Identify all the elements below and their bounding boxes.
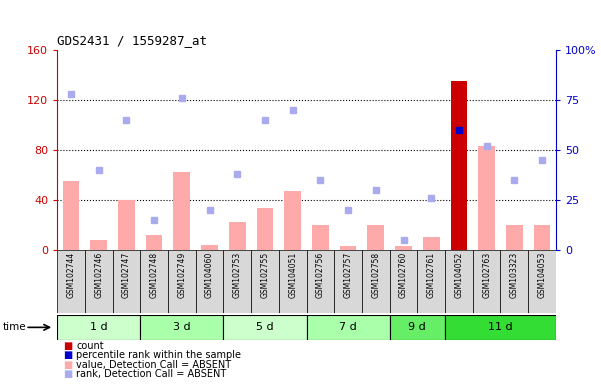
Bar [85,250,112,313]
Text: GSM102755: GSM102755 [260,252,269,298]
Text: time: time [3,322,26,333]
Bar [224,250,251,313]
Bar [112,250,140,313]
Text: GSM102760: GSM102760 [399,252,408,298]
Text: GSM102758: GSM102758 [371,252,380,298]
Bar [445,315,556,340]
Bar [506,225,523,250]
Bar [279,250,307,313]
Text: GSM104052: GSM104052 [454,252,463,298]
Text: GSM102747: GSM102747 [122,252,131,298]
Text: 9 d: 9 d [409,322,426,333]
Bar [174,172,190,250]
Bar [251,250,279,313]
Bar [423,237,439,250]
Bar [473,250,501,313]
Bar [451,81,467,250]
Bar [307,315,389,340]
Text: GSM102763: GSM102763 [482,252,491,298]
Text: percentile rank within the sample: percentile rank within the sample [76,350,242,360]
Bar [362,250,389,313]
Bar [528,250,556,313]
Bar [90,240,107,250]
Bar [334,250,362,313]
Bar [534,225,551,250]
Text: GSM104053: GSM104053 [537,252,546,298]
Text: 5 d: 5 d [256,322,273,333]
Bar [196,250,224,313]
Bar [118,200,135,250]
Text: GSM102761: GSM102761 [427,252,436,298]
Bar [389,315,445,340]
Bar [57,315,140,340]
Bar [417,250,445,313]
Text: ■: ■ [63,369,72,379]
Bar [367,225,384,250]
Text: 7 d: 7 d [339,322,357,333]
Text: GSM102756: GSM102756 [316,252,325,298]
Text: value, Detection Call = ABSENT: value, Detection Call = ABSENT [76,360,231,370]
Bar [57,250,85,313]
Bar [168,250,196,313]
Bar [146,235,162,250]
Bar [501,250,528,313]
Text: GSM104051: GSM104051 [288,252,297,298]
Bar [340,246,356,250]
Bar [395,246,412,250]
Text: GSM102744: GSM102744 [67,252,76,298]
Bar [140,250,168,313]
Bar [478,146,495,250]
Text: GSM102748: GSM102748 [150,252,159,298]
Bar [307,250,334,313]
Text: 11 d: 11 d [488,322,513,333]
Text: 1 d: 1 d [90,322,108,333]
Bar [224,315,307,340]
Bar [312,225,329,250]
Text: rank, Detection Call = ABSENT: rank, Detection Call = ABSENT [76,369,227,379]
Text: ■: ■ [63,341,72,351]
Text: GSM102749: GSM102749 [177,252,186,298]
Text: ■: ■ [63,350,72,360]
Bar [284,191,301,250]
Text: GSM102757: GSM102757 [344,252,353,298]
Text: GDS2431 / 1559287_at: GDS2431 / 1559287_at [57,34,207,47]
Text: GSM102746: GSM102746 [94,252,103,298]
Text: ■: ■ [63,360,72,370]
Bar [389,250,417,313]
Text: count: count [76,341,104,351]
Text: GSM103323: GSM103323 [510,252,519,298]
Bar [445,250,473,313]
Bar [63,181,79,250]
Text: GSM104060: GSM104060 [205,252,214,298]
Bar [229,222,246,250]
Text: 3 d: 3 d [173,322,191,333]
Bar [140,315,224,340]
Bar [257,209,273,250]
Text: GSM102753: GSM102753 [233,252,242,298]
Bar [201,245,218,250]
